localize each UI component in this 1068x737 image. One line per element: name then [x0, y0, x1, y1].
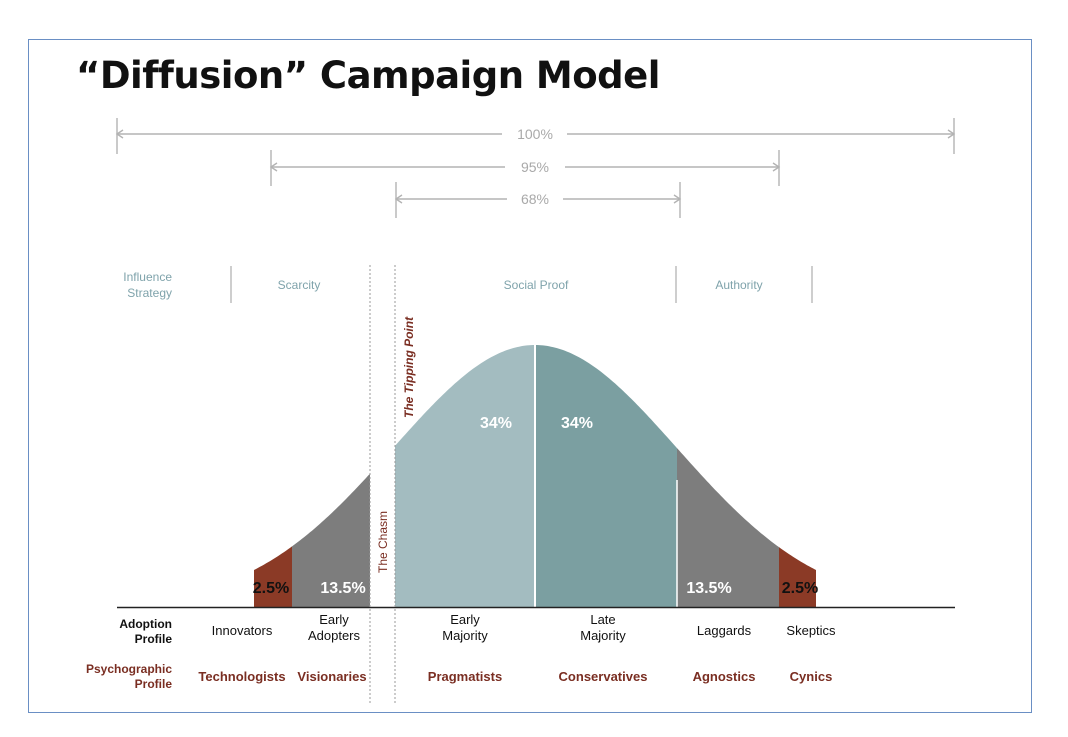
range-100: [115, 118, 956, 154]
bell-curve: [254, 340, 816, 607]
psychographic-cynics: Cynics: [790, 669, 833, 684]
range-95: [269, 150, 781, 186]
chasm-label: The Chasm: [376, 511, 390, 573]
curve-segment-innovators: [254, 546, 292, 607]
range-68: [394, 182, 682, 218]
pct-laggards: 13.5%: [686, 580, 731, 597]
adoption-early-adopters-line1: Early: [319, 612, 349, 627]
curve-segment-laggards: [677, 448, 779, 607]
adoption-row-label-line2: Profile: [135, 632, 173, 646]
influence-row-label-line2: Strategy: [127, 286, 172, 300]
psychographic-conservatives: Conservatives: [559, 669, 648, 684]
psychographic-pragmatists: Pragmatists: [428, 669, 502, 684]
curve-segment-early-adopters: [292, 473, 370, 607]
range-68-label: 68%: [521, 191, 549, 207]
psychographic-row-label-line1: Psychographic: [86, 662, 172, 676]
adoption-early-adopters-line2: Adopters: [308, 628, 361, 643]
psychographic-agnostics: Agnostics: [693, 669, 756, 684]
curve-segment-skeptics: [779, 547, 816, 607]
pct-skeptics: 2.5%: [782, 580, 818, 597]
diagram-frame: [28, 39, 1032, 713]
pct-early-majority: 34%: [480, 415, 512, 432]
chasm-lines: [369, 265, 396, 705]
range-95-label: 95%: [521, 159, 549, 175]
tipping-point-label: The Tipping Point: [402, 316, 416, 418]
adoption-row-label-line1: Adoption: [119, 617, 172, 631]
strategy-social-proof: Social Proof: [504, 278, 569, 292]
range-100-label: 100%: [517, 126, 553, 142]
page-title: “Diffusion” Campaign Model: [76, 54, 660, 97]
curve-segment-early-majority: [395, 345, 535, 607]
psychographic-row-label-line2: Profile: [135, 677, 173, 691]
adoption-early-majority-line2: Majority: [442, 628, 488, 643]
pct-innovators: 2.5%: [253, 580, 289, 597]
curve-segment-late-majority: [535, 345, 677, 607]
pct-early-adopters: 13.5%: [320, 580, 365, 597]
adoption-innovators: Innovators: [212, 623, 273, 638]
adoption-laggards: Laggards: [697, 623, 752, 638]
psychographic-visionaries: Visionaries: [297, 669, 366, 684]
influence-row-label-line1: Influence: [123, 270, 172, 284]
strategy-scarcity: Scarcity: [278, 278, 321, 292]
adoption-early-majority-line1: Early: [450, 612, 480, 627]
psychographic-technologists: Technologists: [198, 669, 285, 684]
adoption-late-majority-line2: Majority: [580, 628, 626, 643]
strategy-authority: Authority: [715, 278, 762, 292]
pct-late-majority: 34%: [561, 415, 593, 432]
adoption-skeptics: Skeptics: [786, 623, 836, 638]
adoption-late-majority-line1: Late: [590, 612, 615, 627]
